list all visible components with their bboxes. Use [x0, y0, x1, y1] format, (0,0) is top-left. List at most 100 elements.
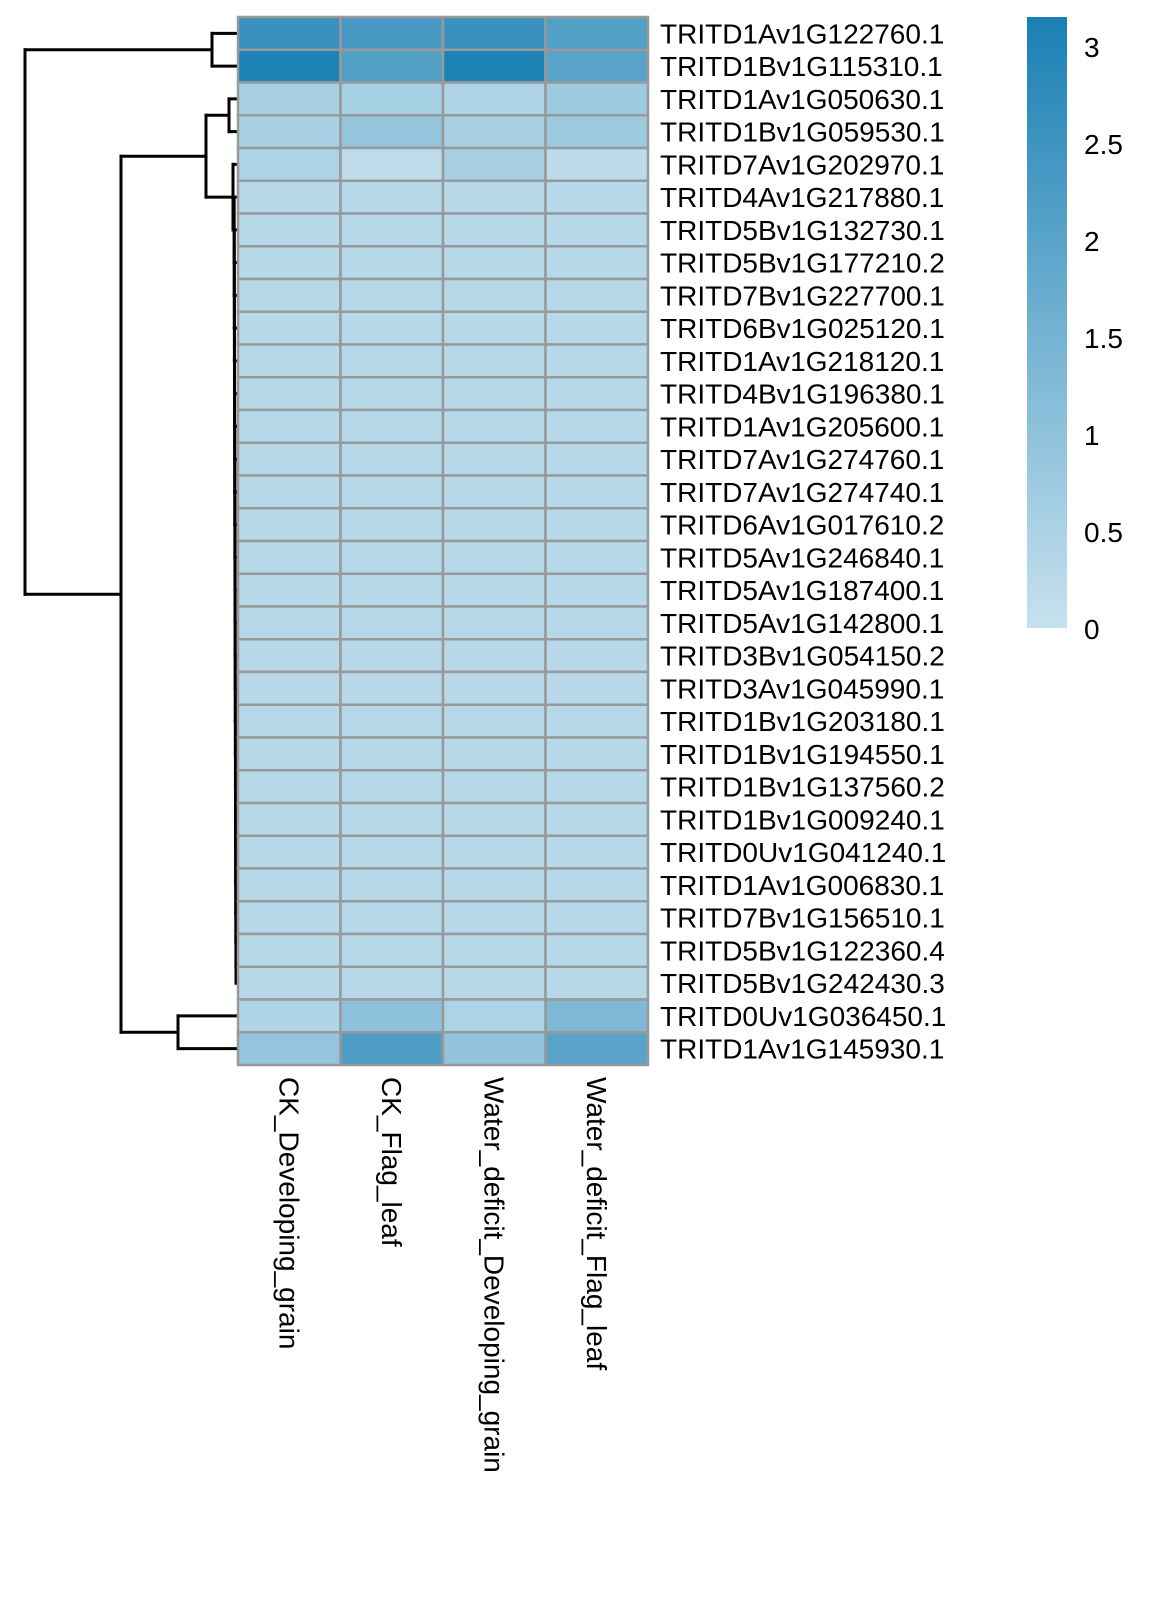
row-label: TRITD1Bv1G194550.1 [660, 739, 945, 770]
heatmap-cell [441, 343, 547, 379]
heatmap-cell [339, 277, 445, 313]
heatmap-cell [339, 343, 445, 379]
legend-tick-labels: 0 0.5 1 1.5 2 2.5 3 [1084, 32, 1123, 645]
heatmap-cell [544, 277, 650, 313]
heatmap-cell [441, 801, 547, 837]
heatmap-cell [236, 376, 342, 412]
heatmap-cell [339, 965, 445, 1001]
heatmap-cell [441, 310, 547, 346]
row-label: TRITD5Bv1G177210.2 [660, 248, 945, 279]
heatmap-cell [339, 801, 445, 837]
heatmap-cell [339, 507, 445, 543]
heatmap-cell [339, 834, 445, 870]
heatmap-cell [544, 736, 650, 772]
heatmap-cell [236, 48, 342, 84]
legend-tick-label: 0 [1084, 614, 1100, 645]
heatmap-cell [544, 539, 650, 575]
heatmap-cell [236, 507, 342, 543]
heatmap-cell [339, 179, 445, 215]
row-label: TRITD4Bv1G196380.1 [660, 379, 945, 410]
row-labels: TRITD1Av1G122760.1TRITD1Bv1G115310.1TRIT… [660, 18, 946, 1064]
row-label: TRITD1Av1G145930.1 [660, 1034, 944, 1065]
heatmap-cell [236, 1031, 342, 1067]
heatmap-cell [441, 408, 547, 444]
heatmap-cell [236, 245, 342, 281]
row-label: TRITD0Uv1G036450.1 [660, 1001, 946, 1032]
row-label: TRITD1Av1G050630.1 [660, 84, 944, 115]
heatmap-cell [339, 212, 445, 248]
row-label: TRITD3Av1G045990.1 [660, 673, 944, 704]
heatmap-cell [236, 277, 342, 313]
row-label: TRITD7Bv1G227700.1 [660, 280, 945, 311]
row-label: TRITD7Av1G274740.1 [660, 477, 944, 508]
heatmap-cell [544, 932, 650, 968]
heatmap-cell [544, 245, 650, 281]
heatmap-cell [339, 867, 445, 903]
heatmap-cell [441, 474, 547, 510]
heatmap-cell [441, 81, 547, 117]
heatmap-cell [236, 179, 342, 215]
heatmap-cell [441, 277, 547, 313]
row-label: TRITD1Av1G205600.1 [660, 411, 944, 442]
row-label: TRITD7Bv1G156510.1 [660, 903, 945, 934]
heatmap-cell [236, 81, 342, 117]
heatmap-cell [544, 310, 650, 346]
heatmap-cell [544, 408, 650, 444]
heatmap-cell [339, 15, 445, 51]
heatmap-cell [441, 703, 547, 739]
heatmap-cell [236, 638, 342, 674]
heatmap-cell [236, 343, 342, 379]
heatmap-cell [441, 965, 547, 1001]
row-label: TRITD5Bv1G132730.1 [660, 215, 945, 246]
heatmap-cell [544, 572, 650, 608]
legend-tick-label: 3 [1084, 32, 1100, 63]
heatmap-cell [339, 703, 445, 739]
heatmap-cell [544, 834, 650, 870]
legend-tick-label: 1.5 [1084, 323, 1123, 354]
heatmap-cell [339, 81, 445, 117]
heatmap-cell [441, 212, 547, 248]
heatmap-cell [544, 965, 650, 1001]
row-label: TRITD1Av1G218120.1 [660, 346, 944, 377]
heatmap-cell [339, 245, 445, 281]
heatmap-cell [339, 670, 445, 706]
row-label: TRITD5Av1G246840.1 [660, 542, 944, 573]
heatmap-cell [339, 48, 445, 84]
heatmap-cell [544, 114, 650, 150]
legend-tick-label: 2 [1084, 226, 1100, 257]
row-label: TRITD1Bv1G203180.1 [660, 706, 945, 737]
heatmap-cell [236, 539, 342, 575]
heatmap-cell [544, 507, 650, 543]
heatmap-cell [236, 572, 342, 608]
heatmap-cell [236, 998, 342, 1034]
legend-color-bar [1027, 17, 1067, 628]
heatmap-cell [441, 638, 547, 674]
heatmap-cell [441, 114, 547, 150]
heatmap-cell [236, 114, 342, 150]
heatmap-cell [236, 408, 342, 444]
heatmap-cell [236, 670, 342, 706]
heatmap-cell [339, 408, 445, 444]
heatmap-cell [236, 867, 342, 903]
heatmap-cell [339, 474, 445, 510]
heatmap-cell [236, 146, 342, 182]
row-dendrogram [23, 31, 238, 1051]
row-label: TRITD1Bv1G009240.1 [660, 804, 945, 835]
heatmap-cell [441, 998, 547, 1034]
row-label: TRITD1Bv1G059530.1 [660, 117, 945, 148]
heatmap-cell [544, 801, 650, 837]
legend-tick-label: 2.5 [1084, 129, 1123, 160]
heatmap-cell [441, 1031, 547, 1067]
heatmap-cell [544, 343, 650, 379]
heatmap-cell [339, 769, 445, 805]
row-label: TRITD5Bv1G122360.4 [660, 935, 945, 966]
heatmap-cell [339, 376, 445, 412]
heatmap-cell [236, 474, 342, 510]
heatmap-cell [544, 900, 650, 936]
heatmap-cell [339, 736, 445, 772]
heatmap-cell [339, 441, 445, 477]
heatmap-cell [441, 834, 547, 870]
heatmap-cell [441, 670, 547, 706]
row-label: TRITD7Av1G274760.1 [660, 444, 944, 475]
